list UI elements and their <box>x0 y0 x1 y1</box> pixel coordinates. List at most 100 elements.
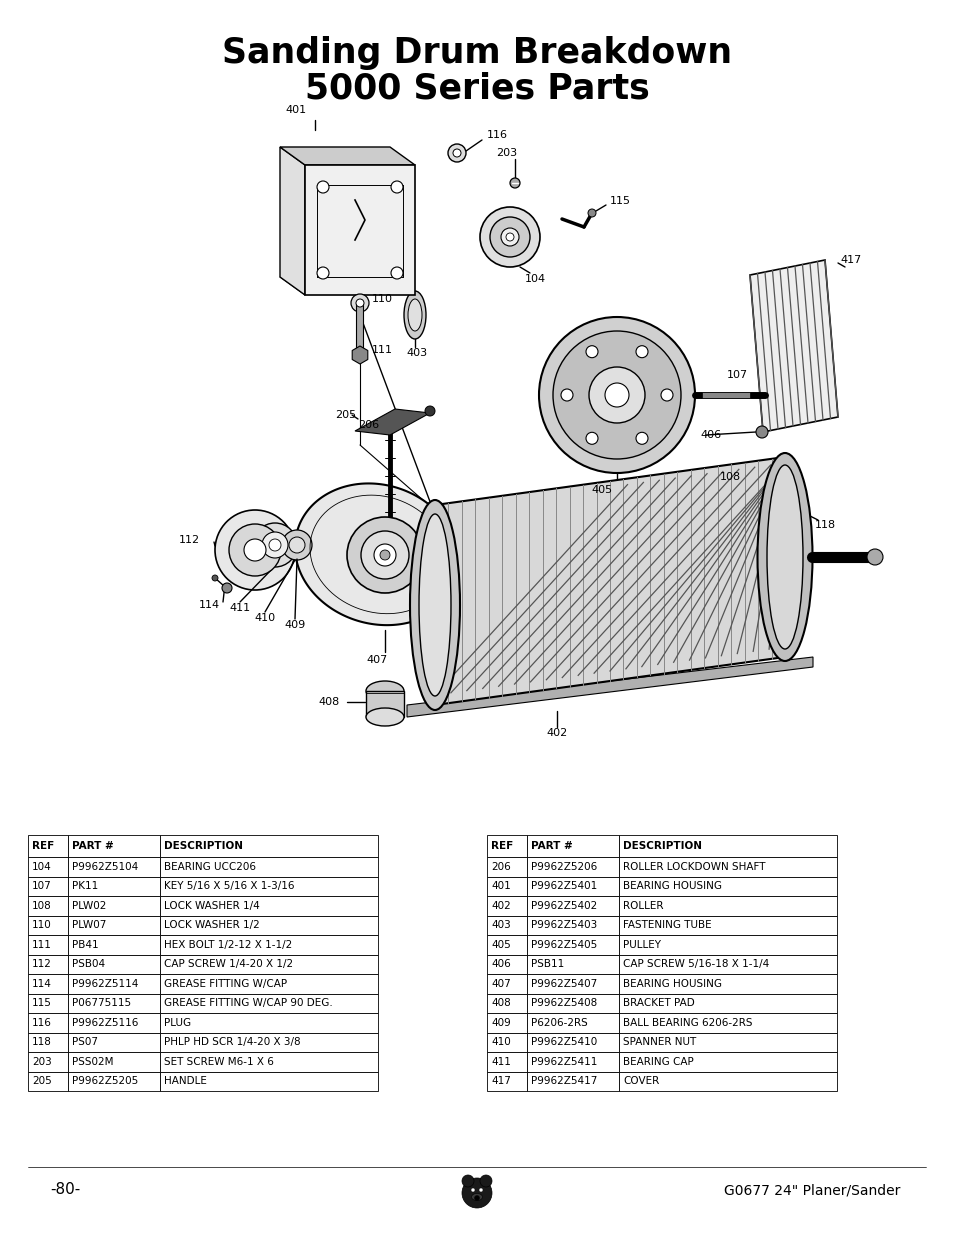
Bar <box>28 1032 68 1052</box>
Text: P9962Z5401: P9962Z5401 <box>531 882 597 892</box>
Text: 116: 116 <box>32 1018 51 1028</box>
Text: PLUG: PLUG <box>164 1018 191 1028</box>
Bar <box>486 915 526 935</box>
Text: PART #: PART # <box>71 841 113 851</box>
Text: ROLLER LOCKDOWN SHAFT: ROLLER LOCKDOWN SHAFT <box>622 862 764 872</box>
Text: BEARING UCC206: BEARING UCC206 <box>164 862 255 872</box>
Bar <box>28 935 68 955</box>
Polygon shape <box>407 657 812 718</box>
Text: HEX BOLT 1/2-12 X 1-1/2: HEX BOLT 1/2-12 X 1-1/2 <box>164 940 292 950</box>
Circle shape <box>391 267 402 279</box>
Bar <box>160 993 377 1013</box>
Text: 110: 110 <box>372 294 393 304</box>
Bar <box>28 877 68 897</box>
Circle shape <box>471 1188 475 1192</box>
Circle shape <box>636 346 647 358</box>
Text: 206: 206 <box>491 862 510 872</box>
Text: 407: 407 <box>366 655 387 664</box>
Bar <box>68 1032 160 1052</box>
Bar <box>486 857 526 877</box>
Circle shape <box>453 149 460 157</box>
Circle shape <box>553 331 680 459</box>
Bar <box>28 915 68 935</box>
Text: 203: 203 <box>496 148 517 158</box>
Text: 108: 108 <box>32 900 51 910</box>
Bar <box>68 935 160 955</box>
Bar <box>486 974 526 993</box>
Bar <box>486 1052 526 1072</box>
Bar <box>526 897 618 915</box>
Circle shape <box>478 1188 482 1192</box>
Bar <box>68 915 160 935</box>
Ellipse shape <box>366 708 403 726</box>
Text: 107: 107 <box>725 370 747 380</box>
Bar <box>68 1052 160 1072</box>
Bar <box>486 1013 526 1032</box>
Text: P9962Z5407: P9962Z5407 <box>531 979 597 989</box>
Text: PULLEY: PULLEY <box>622 940 660 950</box>
Text: 112: 112 <box>178 535 200 545</box>
Bar <box>526 993 618 1013</box>
Circle shape <box>391 182 402 193</box>
Text: P9962Z5114: P9962Z5114 <box>71 979 138 989</box>
Text: REF: REF <box>491 841 513 851</box>
Text: DESCRIPTION: DESCRIPTION <box>622 841 701 851</box>
Bar <box>356 303 363 350</box>
Text: 402: 402 <box>546 727 568 739</box>
Text: P9962Z5411: P9962Z5411 <box>531 1057 597 1067</box>
Bar <box>160 1072 377 1091</box>
Text: 114: 114 <box>198 600 220 610</box>
Text: -80-: -80- <box>50 1182 80 1198</box>
Bar <box>526 1052 618 1072</box>
Bar <box>618 857 836 877</box>
Ellipse shape <box>471 1193 482 1200</box>
Bar <box>618 1032 836 1052</box>
Text: 411: 411 <box>491 1057 511 1067</box>
Text: PS07: PS07 <box>71 1037 98 1047</box>
Circle shape <box>316 267 329 279</box>
Text: 409: 409 <box>284 620 305 630</box>
Text: P9962Z5116: P9962Z5116 <box>71 1018 138 1028</box>
Bar <box>618 955 836 974</box>
Circle shape <box>316 182 329 193</box>
Bar <box>160 955 377 974</box>
Bar <box>305 165 415 295</box>
Circle shape <box>282 530 312 559</box>
Circle shape <box>772 471 782 480</box>
Text: BEARING HOUSING: BEARING HOUSING <box>622 882 721 892</box>
Ellipse shape <box>408 299 421 331</box>
Text: 406: 406 <box>491 960 510 969</box>
Bar <box>68 835 160 857</box>
Bar <box>160 857 377 877</box>
Text: P9962Z5206: P9962Z5206 <box>531 862 597 872</box>
Text: BALL BEARING 6206-2RS: BALL BEARING 6206-2RS <box>622 1018 752 1028</box>
Bar <box>68 1072 160 1091</box>
Bar <box>160 974 377 993</box>
Polygon shape <box>280 147 415 165</box>
Bar <box>160 1052 377 1072</box>
Bar <box>28 1072 68 1091</box>
Text: 403: 403 <box>406 348 427 358</box>
Bar <box>486 1072 526 1091</box>
Bar <box>526 1032 618 1052</box>
Bar <box>526 857 618 877</box>
Text: PB41: PB41 <box>71 940 98 950</box>
Text: 410: 410 <box>254 613 275 622</box>
Circle shape <box>222 583 232 593</box>
Circle shape <box>500 228 518 246</box>
Ellipse shape <box>403 291 426 338</box>
Circle shape <box>505 233 514 241</box>
Text: PLW02: PLW02 <box>71 900 107 910</box>
Bar <box>28 857 68 877</box>
Bar <box>28 993 68 1013</box>
Ellipse shape <box>410 500 459 710</box>
Text: 407: 407 <box>491 979 510 989</box>
Bar <box>618 877 836 897</box>
Text: 203: 203 <box>32 1057 51 1067</box>
Text: 112: 112 <box>32 960 51 969</box>
Circle shape <box>347 517 422 593</box>
Circle shape <box>269 538 281 551</box>
Bar <box>526 1072 618 1091</box>
Bar <box>526 955 618 974</box>
Circle shape <box>424 406 435 416</box>
